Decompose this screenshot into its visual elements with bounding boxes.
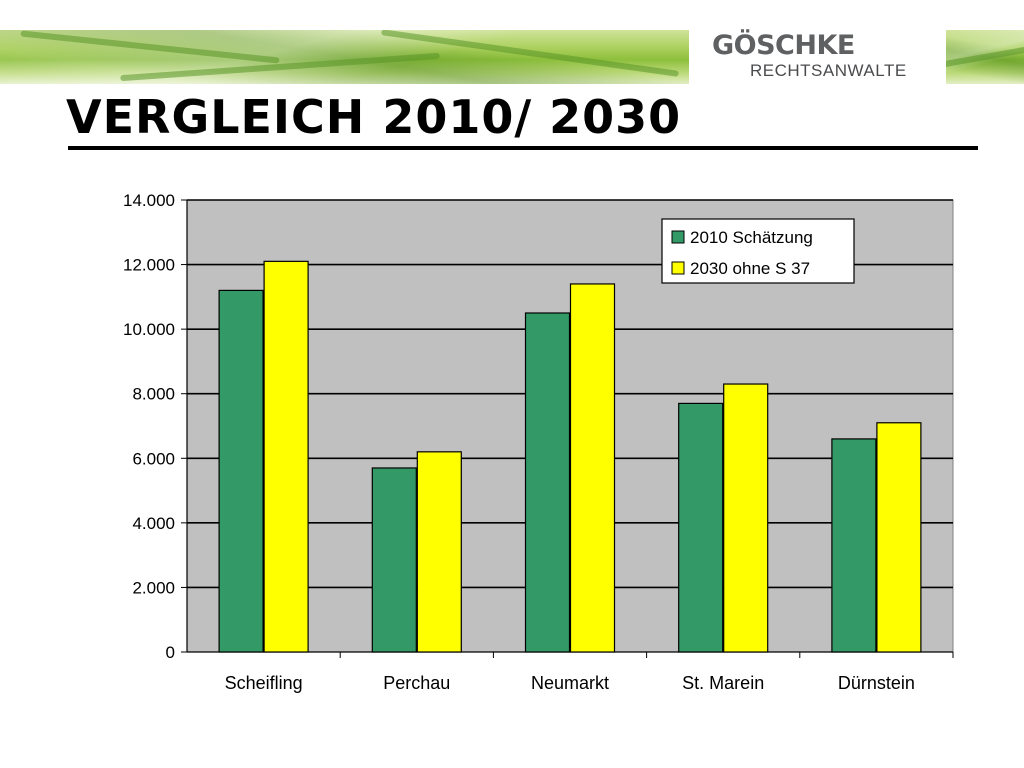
legend-label: 2030 ohne S 37 bbox=[690, 259, 810, 278]
y-tick-label: 8.000 bbox=[132, 385, 175, 404]
y-tick-label: 14.000 bbox=[123, 191, 175, 210]
y-tick-label: 6.000 bbox=[132, 449, 175, 468]
title-underline bbox=[68, 146, 978, 150]
y-tick-label: 10.000 bbox=[123, 320, 175, 339]
bar-2010 bbox=[371, 467, 417, 653]
header-grass-banner-right bbox=[946, 30, 1024, 84]
logo-subtitle: RECHTSANWALTE bbox=[750, 61, 907, 80]
bar-2010 bbox=[678, 402, 724, 653]
x-tick-label: Scheifling bbox=[225, 673, 303, 693]
y-tick-label: 0 bbox=[166, 643, 175, 662]
y-tick-label: 12.000 bbox=[123, 256, 175, 275]
logo-name: GÖSCHKE bbox=[712, 30, 855, 61]
bar-2010 bbox=[831, 438, 877, 653]
bar-2030 bbox=[723, 383, 769, 653]
bar-2010 bbox=[218, 289, 264, 653]
bar-2010 bbox=[524, 312, 571, 653]
bar-2030 bbox=[416, 451, 462, 653]
x-tick-label: St. Marein bbox=[682, 673, 764, 693]
bar-2030 bbox=[263, 260, 309, 653]
bar-2030 bbox=[876, 422, 922, 653]
legend-swatch bbox=[671, 230, 685, 244]
x-tick-label: Dürnstein bbox=[838, 673, 915, 693]
company-logo: GÖSCHKE RECHTSANWALTE bbox=[700, 28, 940, 88]
header-grass-banner bbox=[0, 30, 689, 84]
slide-title: VERGLEICH 2010/ 2030 bbox=[66, 90, 682, 144]
bar-2030 bbox=[569, 283, 616, 653]
legend-swatch bbox=[671, 261, 685, 275]
y-tick-label: 2.000 bbox=[132, 578, 175, 597]
x-tick-label: Perchau bbox=[383, 673, 450, 693]
legend-box bbox=[661, 218, 855, 284]
legend-label: 2010 Schätzung bbox=[690, 228, 813, 247]
y-tick-label: 4.000 bbox=[132, 514, 175, 533]
x-tick-label: Neumarkt bbox=[531, 673, 609, 693]
